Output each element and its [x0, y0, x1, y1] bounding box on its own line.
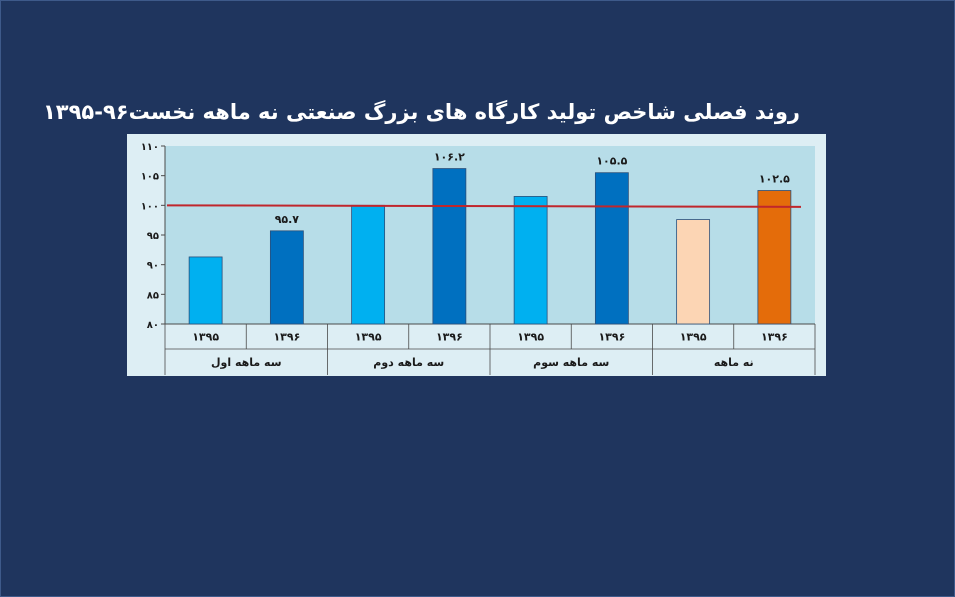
- category-label: ۱۳۹۵: [680, 331, 707, 344]
- group-label: سه ماهه سوم: [533, 356, 609, 369]
- reference-line: [166, 204, 802, 208]
- category-label: ۱۳۹۶: [273, 331, 300, 344]
- chart-title: روند فصلی شاخص تولید کارگاه های بزرگ صنع…: [42, 100, 800, 124]
- bar: [188, 256, 223, 325]
- y-tick-label: ۸۵: [147, 290, 159, 301]
- chart-container: ۸۰ ۸۵ ۹۰ ۹۵ ۱۰۰ ۱۰۵ ۱۱۰ ۹۵.۷ ۱۰۶.۲ ۱۰۵.۵ ۱۰۲.۵ ۱۳۹۵…: [127, 134, 826, 376]
- bar: [594, 172, 629, 325]
- y-tick-label: ۸۰: [147, 320, 159, 331]
- bar: [351, 204, 386, 325]
- group-label: سه ماهه اول: [211, 356, 282, 369]
- category-label: ۱۳۹۵: [192, 331, 219, 344]
- data-label: ۱۰۵.۵: [596, 155, 627, 168]
- bar: [432, 168, 467, 325]
- data-label: ۹۵.۷: [275, 213, 300, 226]
- category-label: ۱۳۹۵: [355, 331, 382, 344]
- group-label: سه ماهه دوم: [373, 356, 444, 369]
- plot-area: [165, 146, 815, 324]
- data-label: ۱۰۲.۵: [759, 173, 790, 186]
- y-tick-label: ۹۵: [147, 231, 159, 242]
- bar: [757, 190, 792, 325]
- bar: [676, 219, 711, 325]
- data-label: ۱۰۶.۲: [434, 151, 465, 164]
- y-tick-label: ۱۰۰: [141, 201, 159, 212]
- y-tick-label: ۱۱۰: [141, 142, 159, 153]
- category-label: ۱۳۹۶: [598, 331, 625, 344]
- category-label: ۱۳۹۵: [517, 331, 544, 344]
- y-tick-label: ۱۰۵: [141, 172, 159, 183]
- bar: [269, 230, 304, 325]
- group-label: نه ماهه: [714, 356, 754, 369]
- category-label: ۱۳۹۶: [761, 331, 788, 344]
- y-tick-label: ۹۰: [147, 261, 159, 272]
- bar-chart: ۸۰ ۸۵ ۹۰ ۹۵ ۱۰۰ ۱۰۵ ۱۱۰ ۹۵.۷ ۱۰۶.۲ ۱۰۵.۵ ۱۰۲.۵ ۱۳۹۵…: [141, 142, 816, 375]
- category-label: ۱۳۹۶: [436, 331, 463, 344]
- bar: [513, 196, 548, 325]
